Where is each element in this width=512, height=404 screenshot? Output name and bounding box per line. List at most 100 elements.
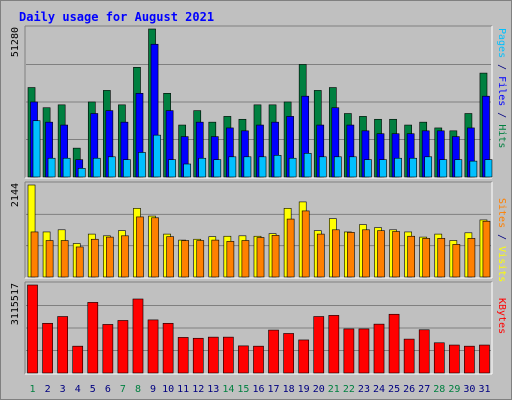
panel-max-label: 3115517: [10, 283, 21, 325]
bar-pages-day-9: [153, 134, 161, 178]
bar-pages-day-26: [409, 157, 417, 178]
bar-sites-day-20: [316, 233, 325, 278]
bar-pages-day-15: [243, 156, 252, 178]
bar-sites-day-28: [437, 238, 446, 278]
bar-pages-day-21: [333, 156, 342, 178]
x-tick-label: 7: [120, 384, 126, 395]
bar-kbytes-day-23: [358, 328, 370, 374]
bar-sites-day-18: [286, 218, 295, 278]
bar-sites-day-3: [60, 240, 69, 278]
bar-pages-day-16: [258, 156, 267, 178]
x-tick-label: 19: [298, 384, 310, 395]
legend-item: KBytes: [496, 298, 507, 334]
bar-kbytes-day-13: [207, 336, 219, 374]
bar-pages-day-20: [318, 156, 327, 178]
x-tick-label: 17: [268, 384, 280, 395]
x-tick-label: 27: [418, 384, 430, 395]
bar-pages-day-1: [32, 120, 41, 178]
bar-kbytes-day-20: [313, 316, 325, 374]
bar-pages-day-3: [62, 157, 71, 178]
bar-kbytes-day-30: [464, 345, 475, 374]
x-tick-label: 16: [252, 384, 264, 395]
bar-kbytes-day-19: [298, 339, 310, 374]
bar-sites-day-4: [75, 246, 84, 278]
x-tick-label: 1: [30, 384, 36, 395]
x-tick-label: 20: [313, 384, 325, 395]
x-tick-label: 21: [328, 384, 340, 395]
bar-pages-day-4: [77, 168, 86, 178]
bar-pages-day-19: [303, 153, 312, 178]
bar-pages-day-7: [123, 159, 131, 178]
x-tick-label: 11: [177, 384, 189, 395]
bar-pages-day-31: [484, 159, 493, 178]
bar-pages-day-28: [439, 159, 448, 178]
bar-kbytes-day-9: [147, 319, 159, 374]
bar-sites-day-21: [331, 229, 340, 278]
panel-max-label: 51280: [10, 27, 21, 57]
x-tick-label: 9: [150, 384, 156, 395]
bar-sites-day-29: [452, 244, 461, 278]
bar-sites-day-9: [151, 217, 159, 278]
x-tick-label: 4: [75, 384, 81, 395]
panel-top: 51280 Pages / Files / Hits: [10, 25, 507, 179]
x-tick-label: 12: [192, 384, 204, 395]
legend-item: /: [496, 58, 507, 76]
bar-kbytes-day-1: [27, 284, 38, 374]
bar-kbytes-day-11: [177, 337, 189, 374]
bar-kbytes-day-24: [373, 323, 385, 374]
bar-pages-day-17: [273, 155, 282, 178]
legend-item: Files: [496, 76, 507, 106]
bar-kbytes-day-21: [328, 315, 340, 374]
legend-item: Hits: [496, 124, 507, 148]
x-tick-label: 10: [162, 384, 174, 395]
bar-kbytes-day-7: [117, 320, 129, 374]
x-tick-label: 26: [403, 384, 415, 395]
bar-kbytes-day-25: [388, 313, 400, 374]
bar-sites-day-23: [362, 229, 370, 278]
bar-sites-day-2: [45, 240, 54, 278]
bar-sites-day-13: [211, 239, 220, 278]
bar-pages-day-25: [394, 157, 402, 178]
bar-kbytes-day-2: [42, 322, 53, 374]
x-tick-label: 13: [207, 384, 219, 395]
bar-pages-day-5: [92, 157, 101, 178]
bar-kbytes-day-28: [433, 342, 445, 374]
legend-item: Sites: [496, 198, 507, 228]
bar-sites-day-16: [256, 237, 265, 278]
bar-kbytes-day-18: [283, 333, 294, 374]
bar-sites-day-19: [301, 210, 310, 278]
x-tick-label: 23: [358, 384, 370, 395]
legend-item: Visits: [496, 246, 507, 282]
x-tick-label: 14: [222, 384, 234, 395]
bar-pages-day-27: [424, 156, 433, 178]
bar-sites-day-24: [377, 230, 385, 278]
chart-title: Daily usage for August 2021: [19, 10, 214, 24]
bar-kbytes-day-5: [87, 302, 99, 374]
bar-pages-day-13: [213, 159, 222, 178]
x-tick-label: 3: [60, 384, 66, 395]
x-tick-label: 6: [105, 384, 111, 395]
bar-sites-day-27: [422, 238, 431, 278]
bar-sites-day-30: [467, 238, 476, 278]
bar-pages-day-30: [469, 160, 478, 178]
panel-legend: KBytes: [496, 298, 507, 334]
panel-legend: Pages / Files / Hits: [496, 28, 507, 148]
x-tick-label: 30: [463, 384, 475, 395]
bar-pages-day-11: [183, 163, 192, 178]
x-tick-label: 28: [433, 384, 445, 395]
bar-sites-day-8: [136, 216, 144, 278]
chart-panels: 51280 Pages / Files / Hits 2144 Sites / Vis…: [10, 25, 507, 375]
bar-kbytes-day-4: [72, 345, 84, 374]
bar-sites-day-26: [407, 235, 415, 278]
x-tick-label: 15: [237, 384, 249, 395]
x-tick-label: 8: [135, 384, 141, 395]
bar-kbytes-day-17: [268, 329, 279, 374]
bar-sites-day-11: [181, 240, 190, 278]
bar-sites-day-31: [482, 220, 491, 278]
x-tick-label: 5: [90, 384, 96, 395]
bar-pages-day-8: [138, 152, 146, 178]
panel-bottom: 3115517 KBytes: [10, 281, 507, 375]
bar-kbytes-day-3: [57, 316, 68, 374]
legend-item: Pages: [496, 28, 507, 58]
